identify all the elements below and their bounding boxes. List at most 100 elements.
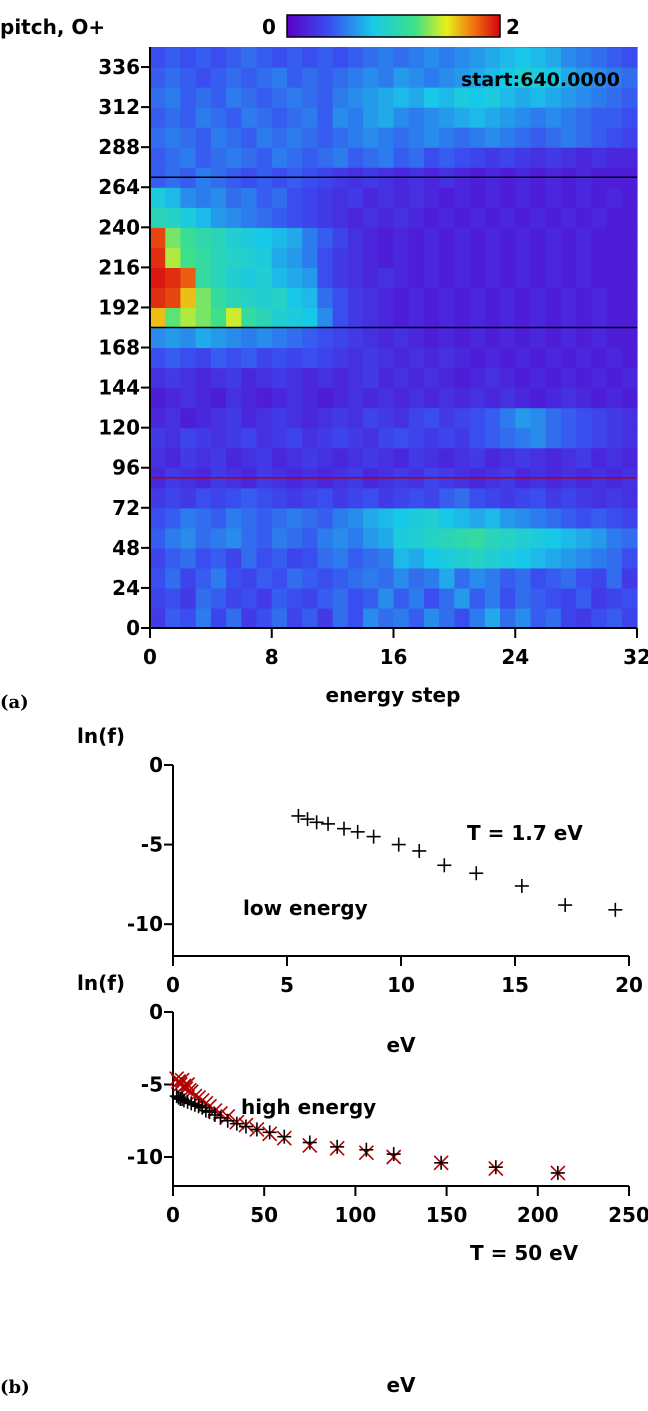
heatmap-cell xyxy=(423,207,440,228)
heatmap-cell xyxy=(621,87,638,108)
heatmap-cell xyxy=(150,87,166,108)
heatmap-cell xyxy=(256,487,273,509)
heatmap-cell xyxy=(226,427,242,449)
heatmap-cell xyxy=(378,67,395,88)
heatmap-cell xyxy=(408,487,425,509)
heatmap-cell xyxy=(439,187,455,208)
heatmap-cell xyxy=(576,187,592,208)
heatmap-cell xyxy=(545,187,562,208)
heatmap-cell xyxy=(180,187,197,208)
heatmap-cell xyxy=(393,47,410,68)
heatmap-cell xyxy=(302,447,319,469)
heatmap-cell xyxy=(347,427,364,449)
heatmap-cell xyxy=(180,527,197,549)
heatmap-cell xyxy=(271,387,288,409)
high-energy-data-point xyxy=(213,1110,228,1125)
heatmap-cell xyxy=(454,187,471,208)
heatmap-cell xyxy=(378,227,395,248)
heatmap-cell xyxy=(378,347,395,369)
heatmap-cell xyxy=(621,287,638,309)
heatmap-cell xyxy=(560,67,577,88)
heatmap-cell xyxy=(210,227,227,248)
heatmap-cell xyxy=(530,87,547,108)
heatmap-cell xyxy=(286,207,303,228)
high-energy-y-tick-label: -10 xyxy=(127,1145,163,1169)
heatmap-cell xyxy=(591,487,608,509)
heatmap-cell xyxy=(484,107,501,128)
heatmap-cell xyxy=(423,607,440,629)
heatmap-cell xyxy=(165,267,182,289)
heatmap-cell xyxy=(332,607,349,629)
heatmap-cell xyxy=(271,367,288,389)
heatmap-cell xyxy=(423,187,440,208)
heatmap-cell xyxy=(591,127,608,148)
heatmap-y-tick-label: 120 xyxy=(98,416,140,440)
low-energy-data-point xyxy=(412,843,427,858)
heatmap-cell xyxy=(484,287,501,309)
heatmap-cell xyxy=(271,107,288,128)
heatmap-cell xyxy=(363,347,379,369)
heatmap-cell xyxy=(469,207,486,228)
heatmap-cell xyxy=(180,427,197,449)
heatmap-cell xyxy=(332,407,349,429)
heatmap-cell xyxy=(423,367,440,389)
heatmap-cell xyxy=(576,267,592,289)
heatmap-cell xyxy=(393,287,410,309)
heatmap-cell xyxy=(347,287,364,309)
heatmap-cell xyxy=(560,307,577,329)
heatmap-cell xyxy=(226,267,242,289)
high-energy-data-point xyxy=(550,1165,565,1180)
heatmap-cell xyxy=(180,47,197,48)
heatmap-cell xyxy=(241,407,258,429)
heatmap-cell xyxy=(393,147,410,168)
heatmap-cell xyxy=(621,407,638,429)
high-energy-data-point xyxy=(202,1105,217,1120)
heatmap-cell xyxy=(226,547,242,569)
heatmap-cell xyxy=(530,387,547,409)
high-energy-data-point xyxy=(359,1142,374,1157)
low-energy-data-point xyxy=(337,821,351,836)
heatmap-cell xyxy=(591,267,608,289)
heatmap-cell xyxy=(210,307,227,329)
heatmap-cell xyxy=(286,567,303,589)
heatmap-cell xyxy=(256,227,273,248)
heatmap-cell xyxy=(195,347,212,369)
heatmap-cell xyxy=(439,407,455,429)
heatmap-cell xyxy=(530,347,547,369)
heatmap-cell xyxy=(332,227,349,248)
heatmap-cell xyxy=(241,527,258,549)
heatmap-cell xyxy=(180,587,197,609)
heatmap-cell xyxy=(286,527,303,549)
heatmap-cell xyxy=(408,447,425,469)
heatmap-cell xyxy=(423,247,440,268)
high-energy-x-tick-label: 200 xyxy=(517,1203,559,1227)
heatmap-cell xyxy=(591,187,608,208)
heatmap-cell xyxy=(530,247,547,268)
heatmap-cell xyxy=(317,607,334,629)
heatmap-cell xyxy=(423,447,440,469)
heatmap-cell xyxy=(545,107,562,128)
heatmap-cell xyxy=(484,187,501,208)
heatmap-cell xyxy=(165,567,182,589)
heatmap-cell xyxy=(347,447,364,469)
heatmap-cell xyxy=(286,47,303,48)
heatmap-cell xyxy=(271,87,288,108)
heatmap-cell xyxy=(302,487,319,509)
heatmap-cell xyxy=(195,447,212,469)
heatmap-cell xyxy=(363,567,379,589)
heatmap-cell xyxy=(454,447,471,469)
heatmap-cell xyxy=(393,267,410,289)
heatmap-cell xyxy=(195,87,212,108)
heatmap-cell xyxy=(195,47,212,68)
heatmap-cell xyxy=(210,407,227,429)
heatmap-cell xyxy=(241,267,258,289)
heatmap-cell xyxy=(393,107,410,128)
heatmap-cell xyxy=(545,327,562,349)
heatmap-cell xyxy=(500,347,516,369)
heatmap-cell xyxy=(317,587,334,609)
heatmap-cell xyxy=(515,307,532,329)
heatmap-cell xyxy=(226,587,242,609)
heatmap-cell xyxy=(591,47,608,68)
heatmap-cell xyxy=(317,47,334,48)
heatmap-cell xyxy=(378,187,395,208)
